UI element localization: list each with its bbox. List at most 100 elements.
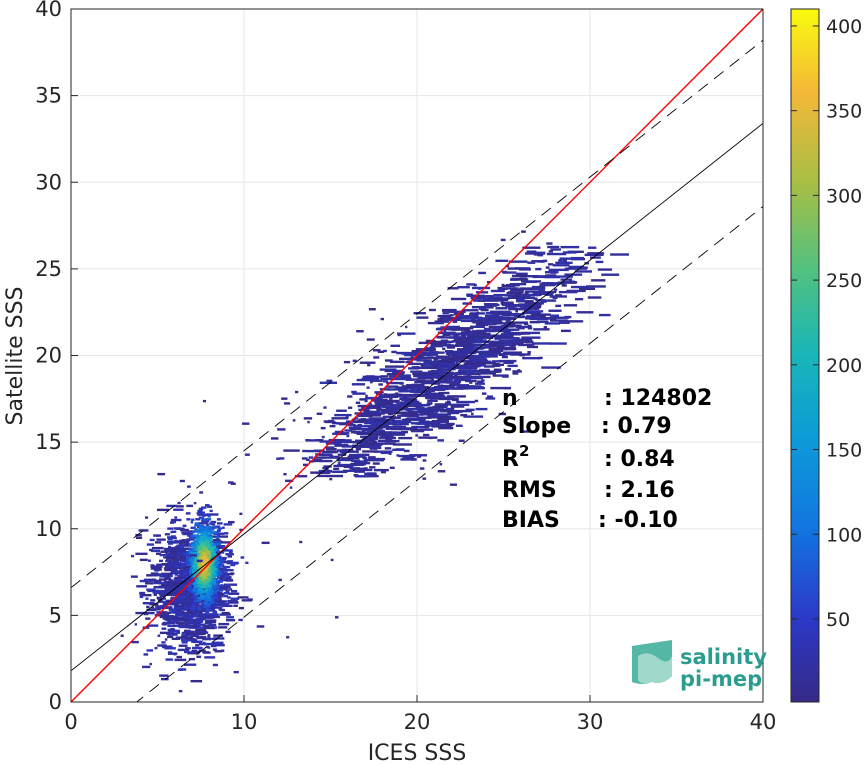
density-cell <box>366 386 370 389</box>
density-cell <box>191 603 196 607</box>
density-cell <box>343 440 355 444</box>
density-cell <box>587 246 597 249</box>
density-cell <box>469 381 473 384</box>
density-cell <box>476 372 496 375</box>
density-cell <box>201 559 207 562</box>
density-cell <box>194 570 200 574</box>
density-cell <box>518 315 526 319</box>
density-cell <box>209 549 214 553</box>
density-cell <box>198 527 204 531</box>
density-cell <box>340 470 348 474</box>
density-cell <box>205 608 211 612</box>
density-cell <box>397 332 416 335</box>
density-cell <box>531 307 540 310</box>
density-cell <box>492 351 502 354</box>
density-cell <box>434 380 442 384</box>
density-cell <box>515 272 528 276</box>
density-cell <box>492 326 497 330</box>
density-cell <box>367 363 371 367</box>
density-cell <box>422 477 427 480</box>
density-cell <box>388 407 396 410</box>
density-cell <box>367 430 379 433</box>
density-cell <box>148 559 151 562</box>
density-cell <box>194 603 198 607</box>
density-cell <box>489 345 505 348</box>
density-cell <box>366 435 379 439</box>
density-cell <box>500 302 512 305</box>
density-cell <box>193 601 199 604</box>
density-cell <box>538 299 557 302</box>
density-cell <box>202 549 206 552</box>
density-cell <box>303 417 313 420</box>
density-cell <box>430 360 450 364</box>
density-cell <box>465 361 473 365</box>
density-cell <box>421 385 429 389</box>
density-cell <box>380 377 398 381</box>
colorbar-tick-label: 100 <box>826 524 862 546</box>
density-cell <box>193 561 199 565</box>
density-cell <box>150 549 161 553</box>
density-cell <box>210 565 215 568</box>
density-cell <box>527 261 536 264</box>
density-cell <box>375 411 395 414</box>
density-cell <box>197 564 201 567</box>
density-cell <box>489 341 504 345</box>
y-tick-label: 25 <box>35 257 62 281</box>
density-cell <box>413 407 432 411</box>
density-cell <box>200 636 207 639</box>
density-cell <box>209 509 213 513</box>
density-cell <box>204 540 208 543</box>
density-cell <box>534 292 552 295</box>
density-cell <box>205 588 208 591</box>
density-cell <box>158 573 164 576</box>
density-cell <box>472 369 488 373</box>
density-cell <box>169 562 174 565</box>
density-cell <box>172 600 184 603</box>
density-cell <box>378 429 385 432</box>
density-cell <box>419 348 436 352</box>
density-cell <box>497 286 503 290</box>
density-cell <box>216 576 224 580</box>
density-cell <box>333 467 340 471</box>
density-cell <box>203 601 209 605</box>
density-cell <box>431 363 441 367</box>
density-cell <box>217 533 220 537</box>
density-cell <box>239 528 243 532</box>
density-cell <box>370 414 382 417</box>
density-cell <box>413 351 433 354</box>
stat-label: BIAS <box>502 508 560 533</box>
density-cell <box>552 264 570 267</box>
density-cell <box>568 251 577 254</box>
density-cell <box>167 652 178 655</box>
density-cell <box>177 575 182 578</box>
density-cell <box>217 574 221 578</box>
density-cell <box>461 356 471 359</box>
density-cell <box>306 449 325 453</box>
density-cell <box>468 334 475 337</box>
density-cell <box>149 603 159 606</box>
density-cell <box>380 317 384 321</box>
density-cell <box>342 448 348 452</box>
density-cell <box>195 553 200 556</box>
density-cell <box>164 638 168 641</box>
density-cell <box>198 541 203 544</box>
density-cell <box>546 252 567 256</box>
density-cell <box>178 583 188 587</box>
density-cell <box>188 530 196 533</box>
density-cell <box>153 593 158 596</box>
density-cell <box>369 380 373 384</box>
density-cell <box>385 365 405 368</box>
density-cell <box>498 328 514 332</box>
density-cell <box>512 370 522 373</box>
density-cell <box>414 400 420 404</box>
density-cell <box>153 581 163 585</box>
density-cell <box>198 529 204 532</box>
density-cell <box>286 636 290 639</box>
density-cell <box>195 644 200 647</box>
density-cell <box>422 407 430 411</box>
density-cell <box>416 383 424 387</box>
density-cell <box>508 337 520 340</box>
density-cell <box>150 564 155 567</box>
density-cell <box>512 274 526 278</box>
density-cell <box>446 356 458 359</box>
